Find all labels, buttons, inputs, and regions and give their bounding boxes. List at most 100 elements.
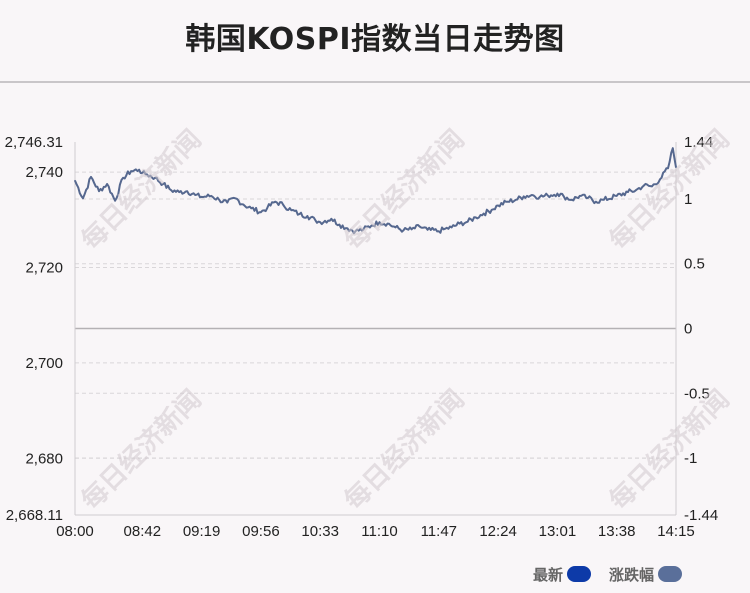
data-point: [659, 178, 661, 181]
data-point: [234, 197, 237, 200]
data-point: [274, 200, 277, 203]
data-point: [466, 220, 469, 223]
data-point: [410, 228, 413, 231]
data-point: [250, 207, 253, 210]
data-point: [138, 168, 140, 171]
data-point: [450, 226, 453, 229]
data-point: [170, 189, 172, 192]
left-tick-label: 2,700: [25, 355, 63, 372]
data-point: [402, 229, 405, 232]
axis-layer: [74, 142, 677, 516]
data-point: [130, 170, 132, 172]
right-tick-label: 1.44: [684, 134, 713, 151]
data-point: [522, 195, 525, 198]
data-point: [635, 189, 637, 192]
chart-title: 韩国KOSPI指数当日走势图: [185, 22, 565, 57]
left-tick-label: 2,746.31: [5, 134, 63, 151]
x-tick-label: 09:56: [242, 523, 280, 540]
data-point: [671, 147, 674, 150]
data-point: [242, 203, 245, 206]
data-point: [266, 207, 269, 209]
data-point: [178, 191, 180, 193]
data-point: [98, 190, 100, 192]
right-tick-label: 1: [684, 191, 692, 208]
data-point: [200, 196, 203, 198]
data-point: [497, 204, 499, 207]
right-tick-label: -1: [684, 450, 697, 467]
data-point: [667, 167, 669, 170]
title-divider: [0, 81, 750, 83]
x-tick-label: 09:19: [183, 523, 221, 540]
data-point: [186, 190, 188, 192]
data-point: [386, 222, 389, 225]
data-point: [627, 191, 629, 193]
data-point: [370, 224, 373, 227]
data-point: [394, 226, 397, 229]
series-layer: [74, 147, 677, 235]
data-point: [82, 197, 84, 200]
data-point: [603, 198, 605, 201]
data-point: [162, 183, 164, 185]
data-point: [571, 198, 573, 201]
data-point: [338, 223, 341, 226]
data-point: [563, 195, 565, 198]
legend-item-latest[interactable]: 最新: [533, 564, 592, 584]
data-point: [330, 218, 333, 220]
data-point: [438, 230, 440, 233]
data-point: [194, 194, 196, 196]
legend-swatch-latest: [567, 566, 592, 582]
data-point: [290, 209, 293, 212]
data-point: [643, 184, 645, 187]
data-point: [210, 195, 213, 197]
x-tick-label: 14:15: [657, 523, 695, 540]
data-point: [90, 176, 92, 178]
data-point: [615, 195, 618, 197]
data-point: [306, 215, 309, 217]
data-point: [362, 228, 365, 231]
data-point: [218, 198, 221, 201]
legend-label-change: 涨跌幅: [609, 565, 655, 584]
data-point: [106, 183, 108, 185]
data-point: [314, 219, 317, 222]
data-point: [587, 197, 589, 199]
data-point: [426, 229, 429, 231]
x-tick-label: 12:24: [479, 523, 517, 540]
right-tick-label: 0.5: [684, 256, 705, 273]
data-point: [226, 201, 229, 204]
data-point: [418, 225, 421, 228]
legend-item-change[interactable]: 涨跌幅: [609, 564, 683, 584]
data-point: [282, 204, 285, 206]
left-tick-label: 2,680: [25, 450, 63, 467]
data-point: [458, 222, 461, 225]
legend-label-latest: 最新: [533, 565, 564, 584]
data-point: [506, 200, 509, 203]
left-tick-label: 2,668.11: [6, 507, 63, 524]
x-tick-label: 11:10: [361, 523, 397, 540]
x-tick-label: 11:47: [421, 523, 457, 540]
data-point: [474, 216, 477, 219]
x-tick-label: 13:38: [598, 523, 636, 540]
data-point: [354, 230, 357, 233]
data-point: [556, 192, 559, 195]
data-point: [141, 172, 144, 174]
data-point: [579, 195, 581, 197]
data-point: [490, 208, 493, 211]
data-point: [346, 227, 349, 230]
left-tick-label: 2,740: [25, 164, 63, 181]
x-tick-label: 10:33: [301, 523, 339, 540]
data-point: [675, 166, 677, 169]
data-point: [530, 194, 533, 196]
data-point: [538, 196, 541, 198]
data-point: [595, 200, 597, 203]
x-tick-label: 13:01: [539, 523, 577, 540]
right-tick-label: 0: [684, 321, 692, 338]
data-point: [546, 194, 549, 197]
data-point: [74, 179, 76, 182]
label-layer: 1.44 1 0.5 0 -0.5 -1 -1.44 2,746.31 2,740 2,720 2,…: [5, 134, 719, 540]
data-point: [319, 221, 322, 223]
data-point: [114, 199, 116, 202]
data-point: [442, 228, 445, 231]
x-tick-label: 08:42: [124, 523, 162, 540]
data-point: [651, 185, 653, 188]
